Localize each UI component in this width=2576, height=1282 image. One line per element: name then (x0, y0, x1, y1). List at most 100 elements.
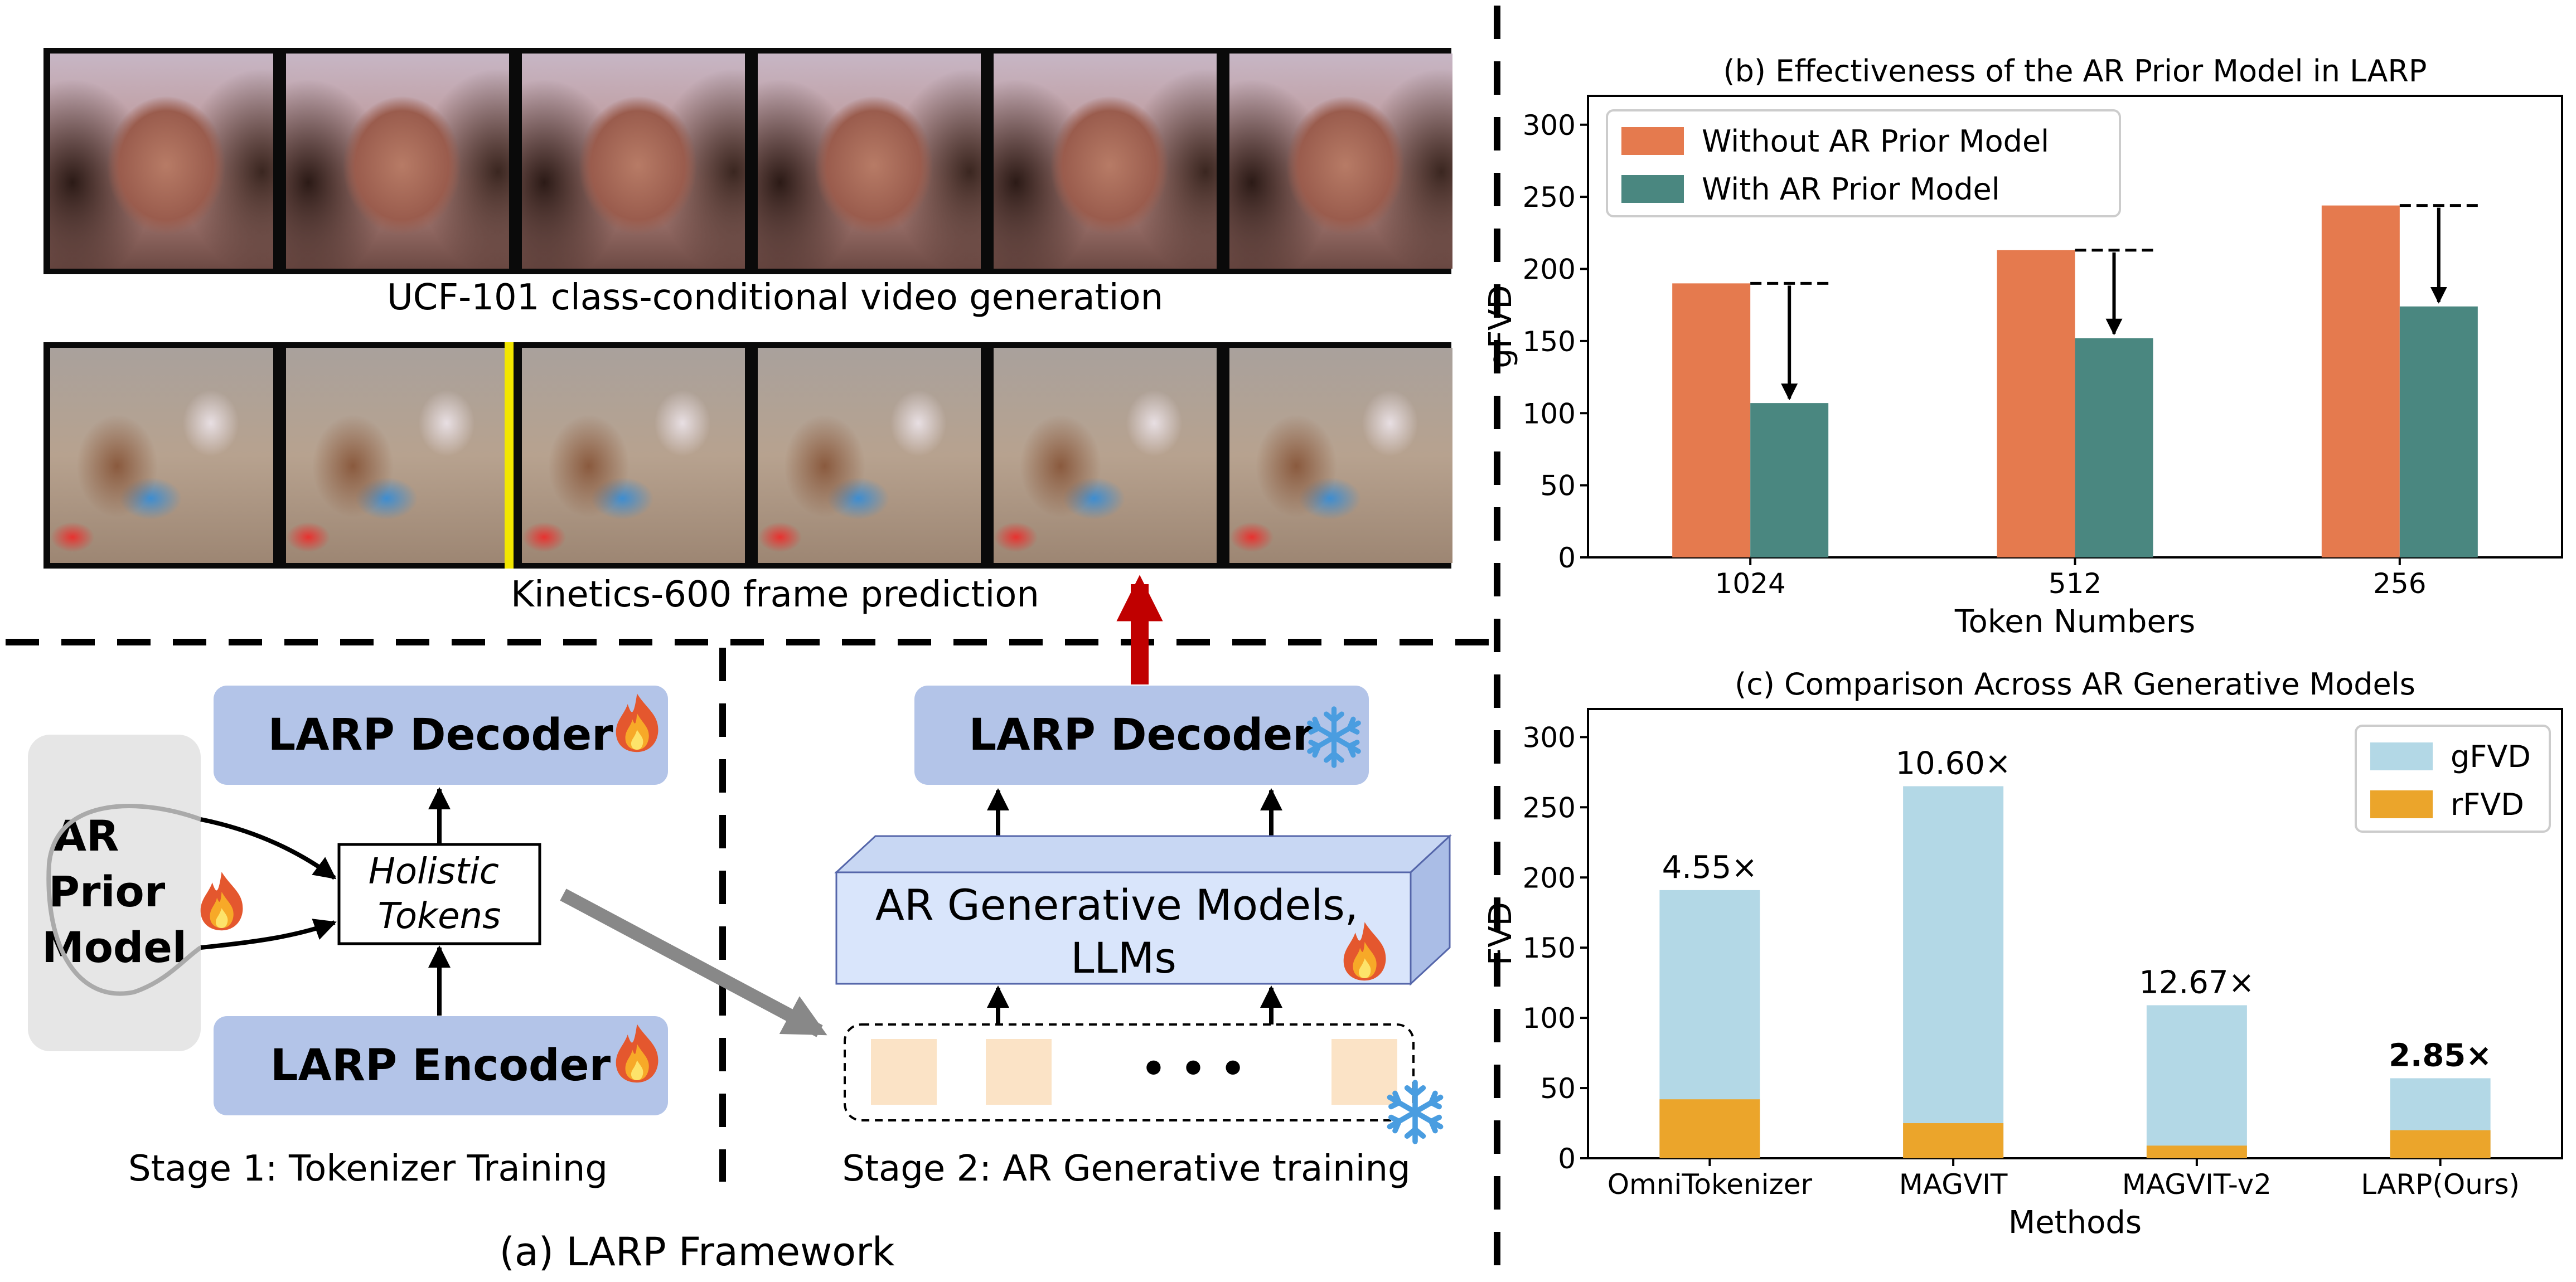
stage1-encoder-box (214, 1016, 668, 1115)
ratio-annotation: 12.67× (2139, 964, 2254, 1001)
token-square (1331, 1039, 1397, 1105)
legend-label: rFVD (2451, 787, 2524, 822)
holistic-tokens-label: Holistic Tokens (369, 851, 511, 937)
token-ellipsis: • • • (1141, 1045, 1246, 1092)
snowflake-icon (1389, 1082, 1440, 1142)
ucf-video-frame (994, 54, 1217, 269)
token-square (871, 1039, 937, 1105)
chart-title: (c) Comparison Across AR Generative Mode… (1735, 667, 2415, 702)
y-tick-label: 250 (1523, 181, 1576, 213)
kinetics-video-frame (522, 348, 745, 563)
chart-b: 0 50 100 150 200 250 300 (b) Effectiveness of t… (1483, 54, 2563, 640)
y-tick-label: 150 (1523, 932, 1576, 964)
bar-without-prior (1997, 250, 2075, 557)
prior-to-tokens-arrow-bottom (200, 919, 337, 950)
transfer-arrow (560, 888, 827, 1037)
kinetics-video-frame (994, 348, 1217, 563)
chart-c: 0 50 100 150 200 250 300 (c) Comparison Across … (1483, 667, 2563, 1241)
stage1-encoder-label: LARP Encoder (270, 1041, 611, 1091)
bar-rfvd (1659, 1099, 1760, 1158)
kinetics-frame-strip (43, 342, 1451, 569)
ucf-video-frame (50, 54, 273, 269)
ucf-frame-strip (43, 48, 1451, 274)
kinetics-video-frame (1229, 348, 1452, 563)
y-tick-label: 50 (1540, 1072, 1576, 1105)
ratio-annotation: 4.55× (1662, 849, 1758, 886)
bar-with-prior (2399, 306, 2478, 557)
stage1-decoder-box (214, 686, 668, 785)
y-tick-label: 200 (1523, 862, 1576, 894)
stage1-decoder-label: LARP Decoder (268, 710, 613, 760)
kinetics-video-frame (50, 348, 273, 563)
ratio-annotation: 10.60× (1896, 746, 2011, 782)
plot-frame (1587, 708, 2563, 1159)
bar-without-prior (1672, 283, 1751, 557)
ucf-video-frame (522, 54, 745, 269)
bar-without-prior (2321, 205, 2400, 557)
bar-gfvd (1903, 786, 2004, 1158)
x-tick-label: LARP(Ours) (2361, 1168, 2520, 1201)
ar-prior-line-3: Model (42, 922, 187, 972)
x-tick-label: OmniTokenizer (1607, 1168, 1813, 1201)
ucf-caption: UCF-101 class-conditional video generati… (387, 277, 1163, 318)
y-axis-label: FVD (1483, 902, 1519, 965)
y-tick-label: 100 (1523, 1002, 1576, 1035)
prior-loop (46, 804, 202, 996)
ar-prior-model-label: AR Prior Model (42, 811, 187, 972)
bar-rfvd (1903, 1123, 2004, 1158)
stage2-decoder-box (914, 686, 1369, 785)
token-sequence-box (844, 1023, 1415, 1121)
legend-swatch (1621, 175, 1684, 203)
kinetics-caption: Kinetics-600 frame prediction (511, 574, 1039, 615)
x-tick-label: MAGVIT (1899, 1168, 2008, 1201)
holistic-line-1: Holistic (369, 851, 499, 892)
legend-label: Without AR Prior Model (1702, 124, 2049, 159)
y-axis-label: gFVD (1483, 285, 1519, 368)
prior-to-tokens-arrow-top (200, 817, 337, 880)
ar-prior-line-2: Prior (49, 867, 165, 916)
x-tick-label: 1024 (1715, 567, 1786, 600)
bar-gfvd (2146, 1005, 2247, 1158)
holistic-line-2: Tokens (378, 896, 501, 937)
ar-box-top (834, 835, 1452, 873)
y-tick-label: 300 (1523, 721, 1576, 754)
legend-swatch (2370, 790, 2433, 818)
y-tick-label: 0 (1558, 542, 1576, 574)
kinetics-video-frame (758, 348, 981, 563)
legend-swatch (1621, 127, 1684, 155)
ucf-video-frame (286, 54, 509, 269)
y-tick-label: 250 (1523, 791, 1576, 824)
panel-a-caption: (a) LARP Framework (500, 1229, 895, 1275)
legend-swatch (2370, 742, 2433, 770)
ar-prior-line-1: AR (54, 811, 119, 861)
y-tick-label: 50 (1540, 470, 1576, 502)
x-tick-label: MAGVIT-v2 (2122, 1168, 2272, 1201)
bar-with-prior (2075, 338, 2153, 557)
ucf-video-frame (758, 54, 981, 269)
y-tick-label: 0 (1558, 1143, 1576, 1175)
ar-generative-label: AR Generative Models, LLMs (875, 880, 1372, 983)
ucf-video-frame (1229, 54, 1452, 269)
bar-with-prior (1750, 403, 1829, 557)
chart-title: (b) Effectiveness of the AR Prior Model … (1723, 54, 2427, 89)
ar-box-line-1: AR Generative Models, (875, 880, 1358, 930)
fire-icon (200, 872, 243, 931)
stage2-decoder-label: LARP Decoder (969, 710, 1314, 760)
ar-generative-box (835, 871, 1412, 985)
ratio-annotation: 2.85× (2389, 1037, 2492, 1074)
ar-prior-model-background (28, 735, 201, 1051)
kinetics-video-frame (286, 348, 509, 563)
bar-rfvd (2390, 1130, 2491, 1158)
stage1-caption: Stage 1: Tokenizer Training (128, 1148, 608, 1189)
holistic-tokens-box (337, 843, 541, 945)
x-tick-label: 256 (2373, 567, 2426, 600)
y-tick-label: 300 (1523, 109, 1576, 142)
x-axis-label: Methods (2008, 1205, 2142, 1241)
bar-rfvd (2146, 1145, 2247, 1158)
x-axis-label: Token Numbers (1954, 604, 2195, 640)
y-tick-label: 200 (1523, 254, 1576, 286)
x-tick-label: 512 (2049, 567, 2102, 600)
legend-label: With AR Prior Model (1702, 172, 2000, 207)
prediction-boundary-marker (505, 342, 514, 569)
stage2-caption: Stage 2: AR Generative training (842, 1148, 1410, 1189)
